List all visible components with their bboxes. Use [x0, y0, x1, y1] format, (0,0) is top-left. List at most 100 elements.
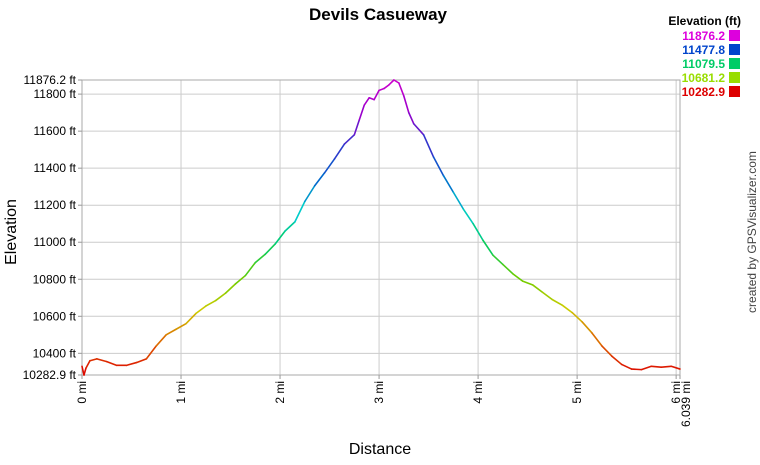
y-tick-label: 10800 ft — [33, 272, 77, 286]
elevation-segment — [521, 280, 534, 286]
elevation-segment — [541, 291, 554, 301]
elevation-segment — [135, 358, 148, 364]
elevation-segment — [85, 359, 91, 369]
elevation-segment — [214, 292, 227, 302]
legend-entry-label: 11477.8 — [682, 43, 725, 57]
x-tick-label: 5 mi — [570, 381, 584, 404]
y-tick-label: 11600 ft — [34, 124, 77, 138]
elevation-profile-line — [81, 79, 681, 376]
x-tick-label: 1 mi — [174, 381, 188, 404]
elevation-segment — [378, 87, 385, 92]
elevation-segment — [313, 171, 326, 187]
legend-swatch — [729, 86, 740, 97]
legend-swatch — [729, 72, 740, 83]
x-tick-label: 4 mi — [471, 381, 485, 404]
elevation-segment — [670, 365, 681, 370]
elevation-segment — [660, 365, 672, 369]
x-tick-label: 3 mi — [372, 381, 386, 404]
elevation-segment — [264, 243, 276, 256]
elevation-segment — [601, 345, 613, 357]
elevation-segment — [105, 360, 118, 367]
elevation-segment — [561, 304, 573, 314]
elevation-segment — [492, 254, 504, 266]
x-tick-label: 0 mi — [75, 381, 89, 404]
legend: Elevation (ft) 11876.211477.811079.51068… — [668, 14, 741, 99]
plot-area — [81, 79, 681, 376]
elevation-segment — [204, 299, 217, 307]
legend-entry-label: 10681.2 — [682, 71, 726, 85]
legend-swatch — [729, 44, 740, 55]
elevation-segment — [610, 355, 623, 366]
y-tick-label: 10282.9 ft — [23, 368, 77, 382]
legend-swatch — [729, 30, 740, 41]
elevation-segment — [482, 239, 494, 256]
credit-text: created by GPSVisualizer.com — [745, 151, 759, 313]
elevation-segment — [432, 156, 445, 177]
legend-entry-label: 11876.2 — [682, 29, 725, 43]
elevation-segment — [343, 134, 356, 145]
legend-title: Elevation (ft) — [668, 14, 741, 28]
elevation-segment — [89, 358, 98, 362]
elevation-segment — [650, 365, 663, 369]
elevation-segment — [224, 283, 237, 294]
elevation-segment — [591, 332, 603, 347]
elevation-segment — [452, 191, 465, 210]
x-tick-label: 6 mi — [669, 381, 683, 404]
elevation-segment — [640, 365, 653, 371]
y-tick-label: 10400 ft — [33, 346, 77, 360]
elevation-segment — [358, 104, 366, 121]
legend-entry-label: 11079.5 — [682, 57, 725, 71]
chart-title: Devils Casueway — [309, 5, 448, 24]
elevation-segment — [155, 334, 167, 347]
elevation-segment — [363, 97, 370, 107]
elevation-segment — [304, 184, 316, 203]
y-axis-label: Elevation — [3, 199, 20, 265]
elevation-segment — [630, 368, 643, 371]
elevation-segment — [472, 222, 484, 242]
elevation-segment — [244, 261, 257, 277]
y-tick-label: 11000 ft — [34, 235, 77, 249]
elevation-segment — [571, 311, 583, 323]
elevation-segment — [383, 84, 390, 90]
elevation-segment — [620, 363, 633, 370]
elevation-segment — [353, 119, 361, 136]
elevation-segment — [531, 284, 544, 294]
elevation-segment — [294, 200, 306, 223]
y-tick-label: 10600 ft — [33, 309, 77, 323]
y-tick-label: 11876.2 ft — [24, 73, 77, 87]
elevation-segment — [83, 367, 87, 376]
elevation-segment — [185, 312, 197, 325]
x-axis-ticks: 0 mi 1 mi 2 mi 3 mi 4 mi 5 mi 6 mi6.039 mi — [75, 375, 693, 427]
elevation-segment — [234, 274, 247, 285]
elevation-segment — [551, 298, 564, 306]
elevation-segment — [511, 272, 524, 282]
x-tick-label: 2 mi — [273, 381, 287, 404]
elevation-segment — [412, 122, 425, 136]
elevation-segment — [442, 174, 455, 194]
elevation-segment — [254, 253, 266, 264]
x-tick-label: 6.039 mi — [679, 381, 693, 427]
elevation-segment — [398, 82, 405, 97]
elevation-segment — [393, 79, 400, 84]
elevation-segment — [581, 321, 593, 334]
elevation-segment — [145, 345, 158, 360]
elevation-segment — [333, 143, 346, 160]
legend-swatch — [729, 58, 740, 69]
elevation-segment — [96, 358, 108, 363]
elevation-segment — [284, 221, 296, 232]
x-axis-label: Distance — [349, 441, 411, 458]
elevation-segment — [165, 328, 177, 336]
elevation-segment — [403, 95, 410, 114]
elevation-segment — [407, 111, 415, 125]
y-tick-label: 11800 ft — [34, 87, 77, 101]
elevation-segment — [502, 263, 514, 275]
elevation-segment — [368, 97, 375, 101]
elevation-segment — [274, 230, 286, 245]
y-tick-label: 11200 ft — [34, 198, 77, 212]
y-tick-label: 11400 ft — [34, 161, 77, 175]
elevation-segment — [125, 361, 138, 367]
elevation-segment — [195, 305, 207, 315]
